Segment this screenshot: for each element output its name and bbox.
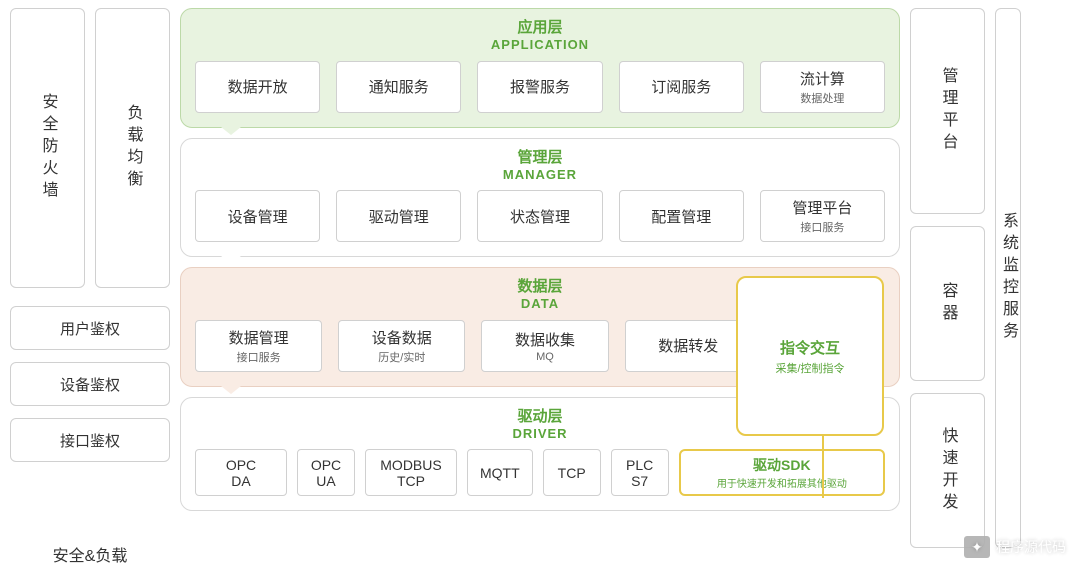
data-card-device-data: 设备数据 历史/实时 <box>338 320 465 372</box>
layer-manager: 管理层 MANAGER 设备管理 驱动管理 状态管理 配置管理 管理平台 接口服… <box>180 138 900 258</box>
app-card-alarm: 报警服务 <box>477 61 602 113</box>
drv-card-opc-ua: OPC UA <box>297 449 355 496</box>
left-box-user-auth: 用户鉴权 <box>10 306 170 350</box>
callout-cmd-sub: 采集/控制指令 <box>775 360 844 376</box>
layer-application: 应用层 APPLICATION 数据开放 通知服务 报警服务 订阅服务 流计算 … <box>180 8 900 128</box>
app-card-stream-compute: 流计算 数据处理 <box>760 61 885 113</box>
drv-card-opc-da: OPC DA <box>195 449 287 496</box>
drv-card-tcp: TCP <box>543 449 601 496</box>
drv-sdk-callout: 驱动SDK 用于快速开发和拓展其他驱动 <box>679 449 885 496</box>
layer-title-en: APPLICATION <box>195 37 885 53</box>
drv-card-row: OPC DA OPC UA MODBUS TCP MQTT TCP PLC S7… <box>195 449 885 496</box>
right-column: 管理平台 容器 快速开发 系统监控服务 <box>910 8 1070 548</box>
watermark-text: 程序源代码 <box>996 537 1066 557</box>
wechat-icon: ✦ <box>964 536 990 558</box>
app-card-notification: 通知服务 <box>336 61 461 113</box>
drv-sdk-sub: 用于快速开发和拓展其他驱动 <box>717 475 847 490</box>
mgr-card-status: 状态管理 <box>477 190 602 242</box>
notch-icon <box>221 127 241 135</box>
left-top-group: 安全防火墙 负载均衡 <box>10 8 170 288</box>
data-card-manage: 数据管理 接口服务 <box>195 320 322 372</box>
notch-icon <box>221 386 241 394</box>
callout-cmd-title: 指令交互 <box>780 337 840 358</box>
layer-title-application: 应用层 APPLICATION <box>195 19 885 53</box>
left-box-loadbalance: 负载均衡 <box>95 8 170 288</box>
watermark: ✦ 程序源代码 <box>964 536 1066 558</box>
middle-column: 应用层 APPLICATION 数据开放 通知服务 报警服务 订阅服务 流计算 … <box>180 8 900 521</box>
left-box-api-auth: 接口鉴权 <box>10 418 170 462</box>
mgr-card-driver: 驱动管理 <box>336 190 461 242</box>
drv-card-modbus-tcp: MODBUS TCP <box>365 449 457 496</box>
left-column: 安全防火墙 负载均衡 用户鉴权 设备鉴权 接口鉴权 安全&负载 <box>10 8 170 568</box>
right-col-a: 管理平台 容器 快速开发 <box>910 8 985 548</box>
data-card-forward: 数据转发 <box>625 320 752 372</box>
mgr-card-device: 设备管理 <box>195 190 320 242</box>
callout-command-interaction: 指令交互 采集/控制指令 <box>736 276 884 436</box>
layer-title-cn: 应用层 <box>195 19 885 37</box>
app-card-data-open: 数据开放 <box>195 61 320 113</box>
right-wrap: 管理平台 容器 快速开发 系统监控服务 <box>910 8 1070 548</box>
left-auth-group: 用户鉴权 设备鉴权 接口鉴权 <box>10 306 170 462</box>
layer-title-cn: 管理层 <box>195 149 885 167</box>
right-box-rapid-dev: 快速开发 <box>910 393 985 548</box>
data-card-collect: 数据收集 MQ <box>481 320 608 372</box>
mgr-card-row: 设备管理 驱动管理 状态管理 配置管理 管理平台 接口服务 <box>195 190 885 242</box>
drv-card-mqtt: MQTT <box>467 449 533 496</box>
app-card-subscribe: 订阅服务 <box>619 61 744 113</box>
mgr-card-config: 配置管理 <box>619 190 744 242</box>
left-box-firewall: 安全防火墙 <box>10 8 85 288</box>
mgr-card-platform: 管理平台 接口服务 <box>760 190 885 242</box>
notch-icon <box>221 256 241 264</box>
drv-sdk-title: 驱动SDK <box>753 455 811 475</box>
drv-card-plc-s7: PLC S7 <box>611 449 669 496</box>
right-box-platform: 管理平台 <box>910 8 985 214</box>
right-box-monitor: 系统监控服务 <box>995 8 1021 548</box>
right-box-container: 容器 <box>910 226 985 381</box>
app-card-row: 数据开放 通知服务 报警服务 订阅服务 流计算 数据处理 <box>195 61 885 113</box>
architecture-diagram: 安全防火墙 负载均衡 用户鉴权 设备鉴权 接口鉴权 安全&负载 应用层 APPL… <box>0 0 1080 578</box>
left-footer-label: 安全&负载 <box>10 542 170 566</box>
callout-connector-line <box>822 436 824 498</box>
layer-title-en: MANAGER <box>195 167 885 183</box>
layer-title-manager: 管理层 MANAGER <box>195 149 885 183</box>
left-box-device-auth: 设备鉴权 <box>10 362 170 406</box>
right-col-b: 系统监控服务 <box>995 8 1070 548</box>
